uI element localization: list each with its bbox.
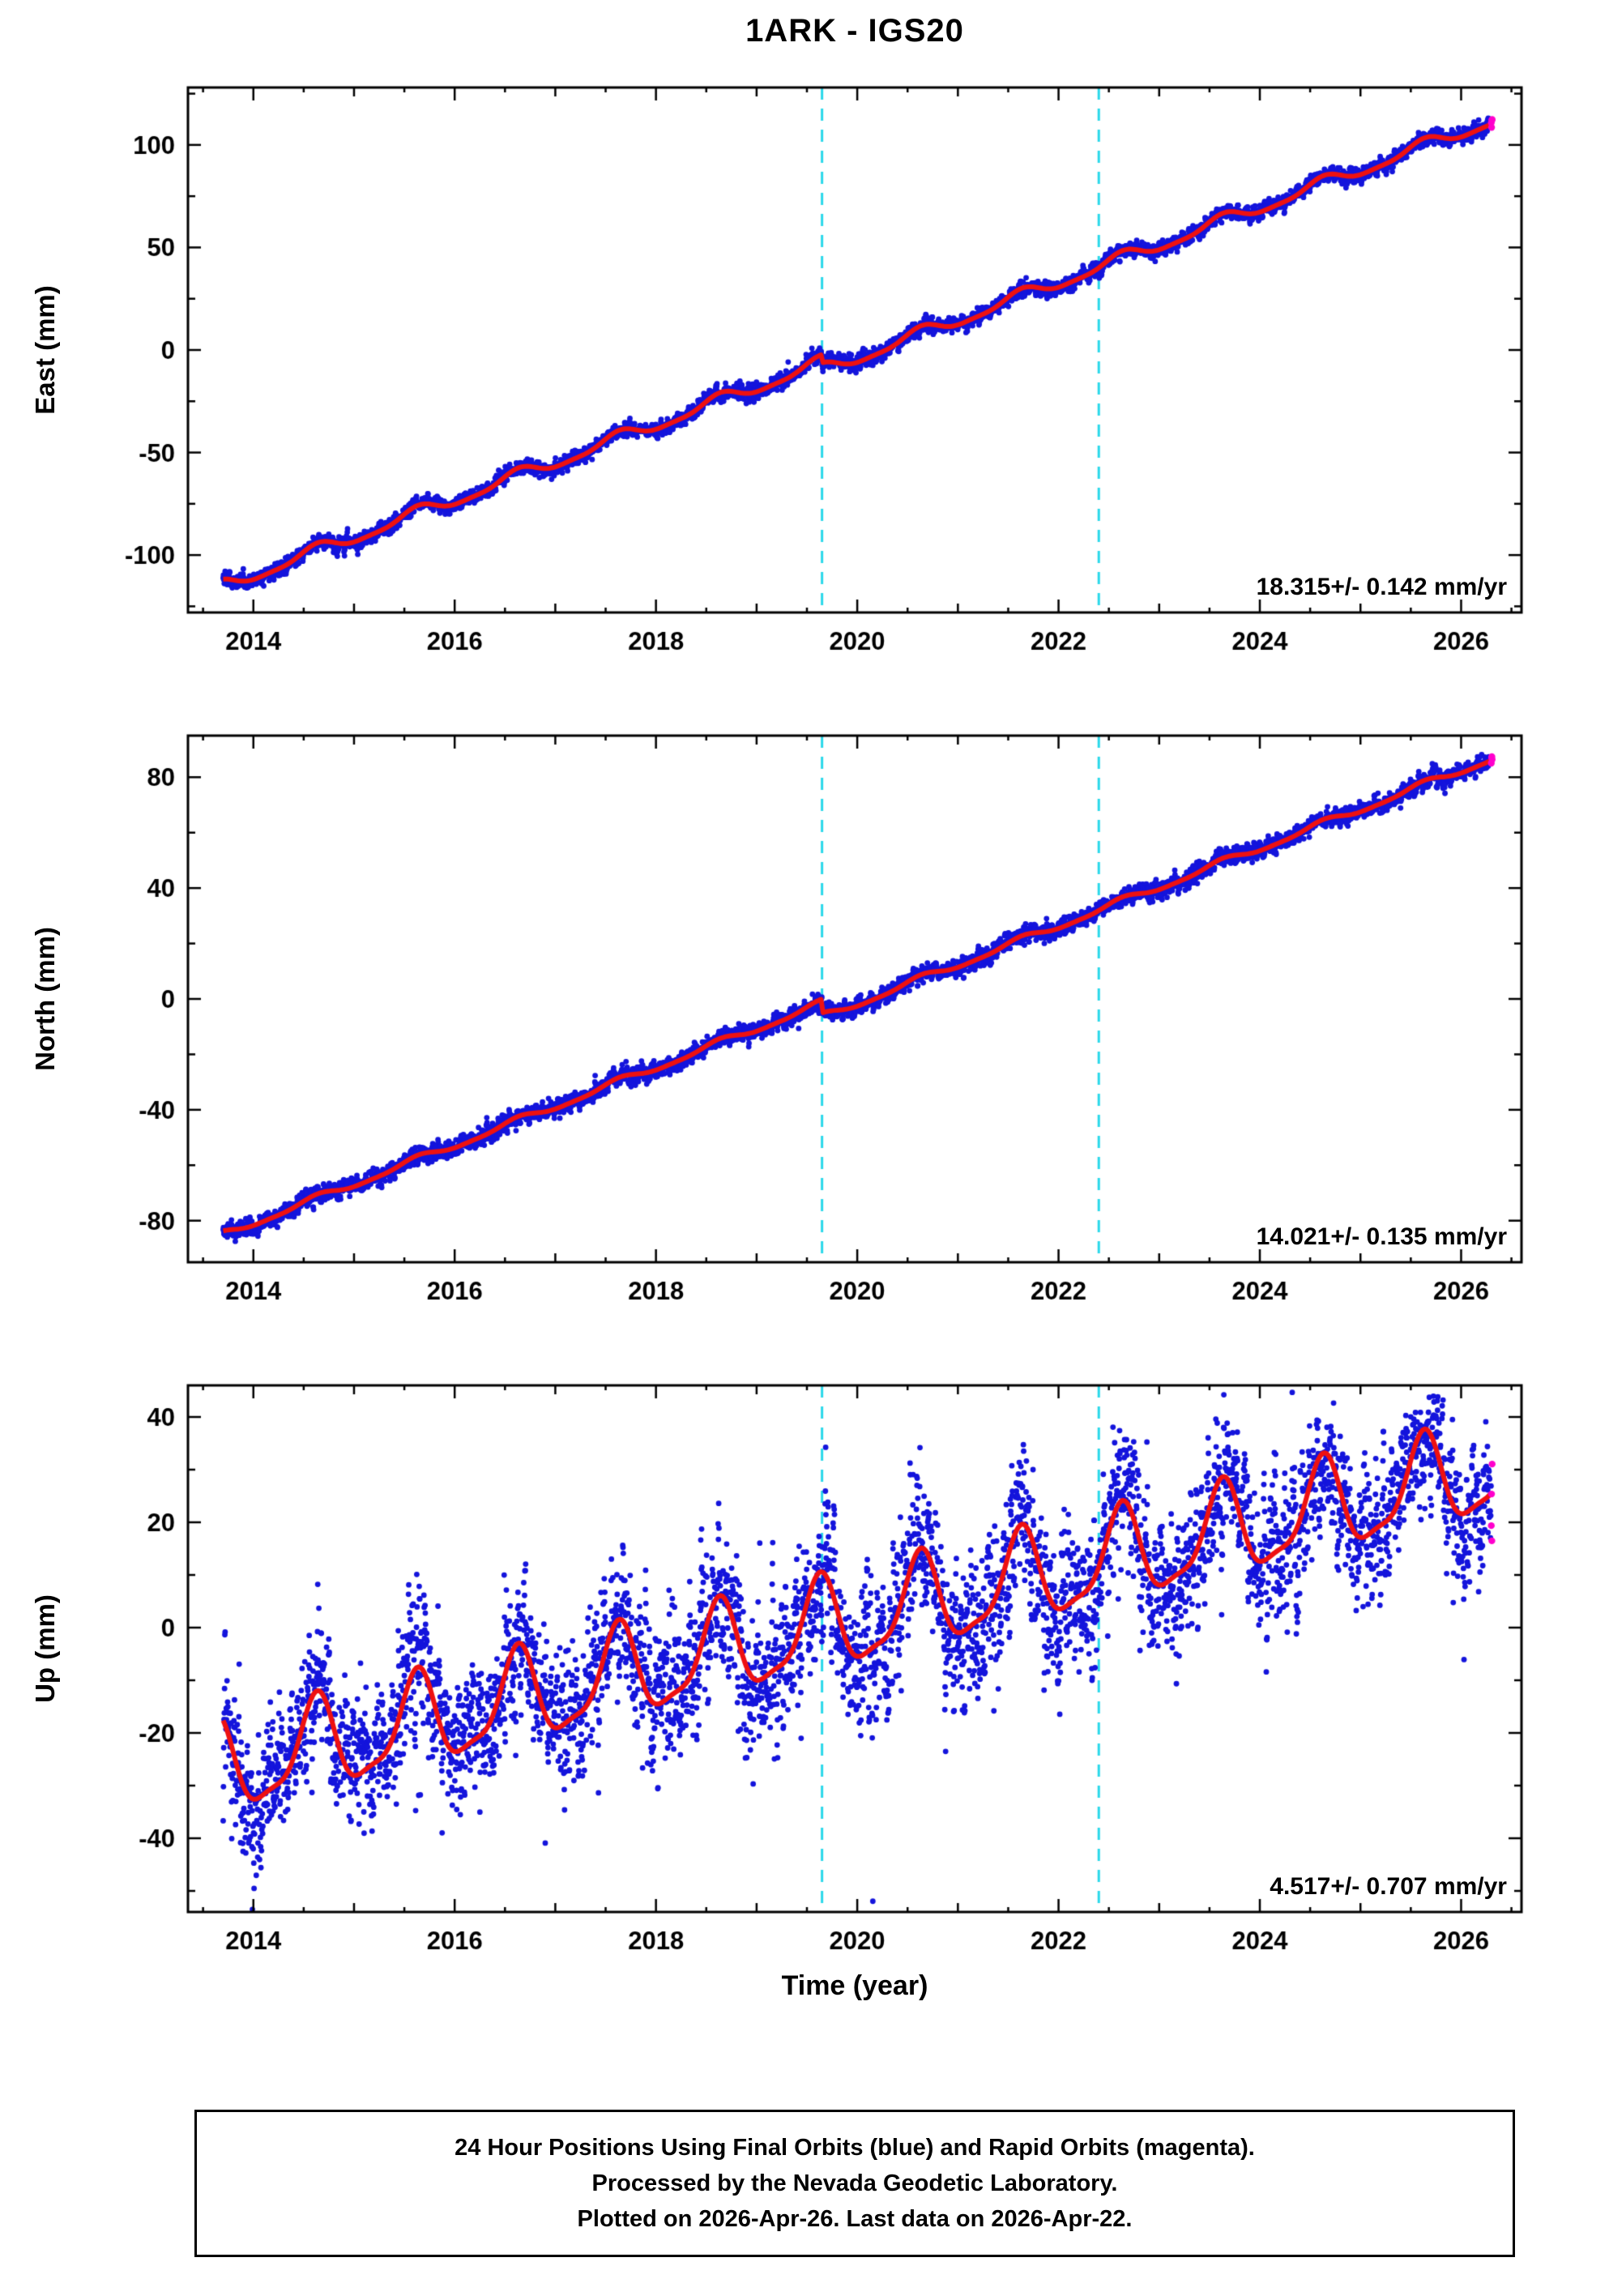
y-axis-label-up: Up (mm) <box>30 1594 60 1703</box>
rate-annotation-east: 18.315+/- 0.142 mm/yr <box>1256 574 1507 600</box>
footer-line-2: Processed by the Nevada Geodetic Laborat… <box>591 2170 1118 2196</box>
footer-box: 24 Hour Positions Using Final Orbits (bl… <box>194 2110 1515 2257</box>
rate-annotation-north: 14.021+/- 0.135 mm/yr <box>1256 1223 1507 1250</box>
footer-line-3: Plotted on 2026-Apr-26. Last data on 202… <box>577 2206 1133 2232</box>
rate-annotation-up: 4.517+/- 0.707 mm/yr <box>1270 1873 1507 1900</box>
y-axis-label-north: North (mm) <box>30 927 60 1071</box>
y-axis-label-east: East (mm) <box>30 285 60 415</box>
x-axis-label: Time (year) <box>781 1970 928 2001</box>
plot-title: 1ARK - IGS20 <box>745 13 964 49</box>
footer-line-1: 24 Hour Positions Using Final Orbits (bl… <box>455 2135 1255 2161</box>
